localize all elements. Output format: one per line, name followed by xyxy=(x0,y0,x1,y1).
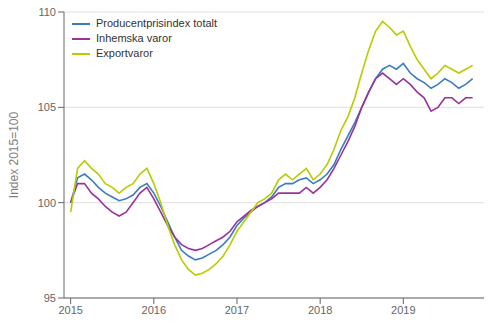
svg-text:2017: 2017 xyxy=(225,304,249,316)
html-text:Inhemska varor: Inhemska varor xyxy=(96,32,172,44)
svg-text:100: 100 xyxy=(38,197,56,209)
svg-text:2018: 2018 xyxy=(308,304,332,316)
svg-text:105: 105 xyxy=(38,101,56,113)
html-text:Exportvaror: Exportvaror xyxy=(96,47,153,59)
svg-text:95: 95 xyxy=(44,292,56,304)
svg-text:2019: 2019 xyxy=(391,304,415,316)
svg-text:Index 2015=100: Index 2015=100 xyxy=(8,111,21,198)
svg-text:110: 110 xyxy=(38,6,56,18)
html-text:Producentprisindex totalt: Producentprisindex totalt xyxy=(96,17,218,29)
svg-text:2015: 2015 xyxy=(58,304,82,316)
svg-text:2016: 2016 xyxy=(142,304,166,316)
